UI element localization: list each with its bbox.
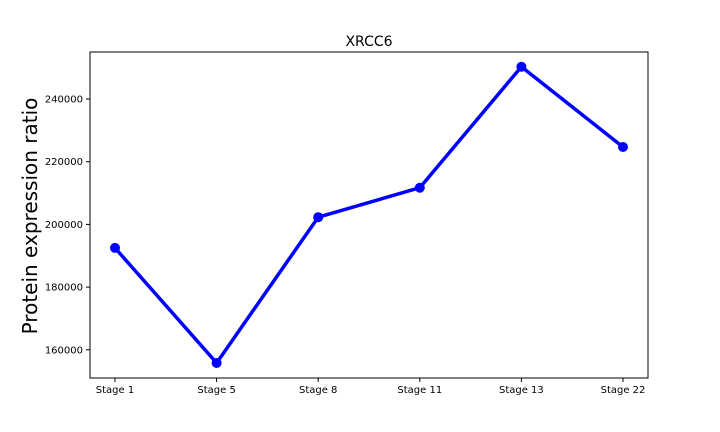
y-tick-label: 200000 <box>45 220 83 231</box>
x-tick-label: Stage 5 <box>197 385 235 396</box>
data-point <box>110 242 120 253</box>
data-point <box>516 61 527 72</box>
chart-title: XRCC6 <box>345 34 392 50</box>
x-tick-label: Stage 8 <box>299 385 337 396</box>
y-tick-label: 220000 <box>45 157 83 168</box>
x-axis: Stage 1 Stage 5 Stage 8 Stage 11 Stage 13 Sta… <box>96 378 646 396</box>
x-tick-label: Stage 1 <box>96 385 134 396</box>
data-point <box>618 141 628 152</box>
data-point <box>313 212 324 223</box>
x-tick-label: Stage 22 <box>601 385 646 396</box>
x-tick-label: Stage 11 <box>397 385 442 396</box>
data-point <box>211 357 222 368</box>
x-tick-label: Stage 13 <box>499 385 544 396</box>
y-axis-label: Protein expression ratio <box>18 98 42 335</box>
data-point <box>414 182 425 193</box>
series-line <box>113 64 625 365</box>
plot-frame <box>89 51 649 379</box>
y-tick-label: 180000 <box>45 283 83 294</box>
y-tick-label: 240000 <box>45 95 83 106</box>
y-tick-label: 160000 <box>45 345 83 356</box>
series-group <box>110 61 628 368</box>
y-axis: 160000 180000 200000 220000 240000 <box>45 95 90 356</box>
